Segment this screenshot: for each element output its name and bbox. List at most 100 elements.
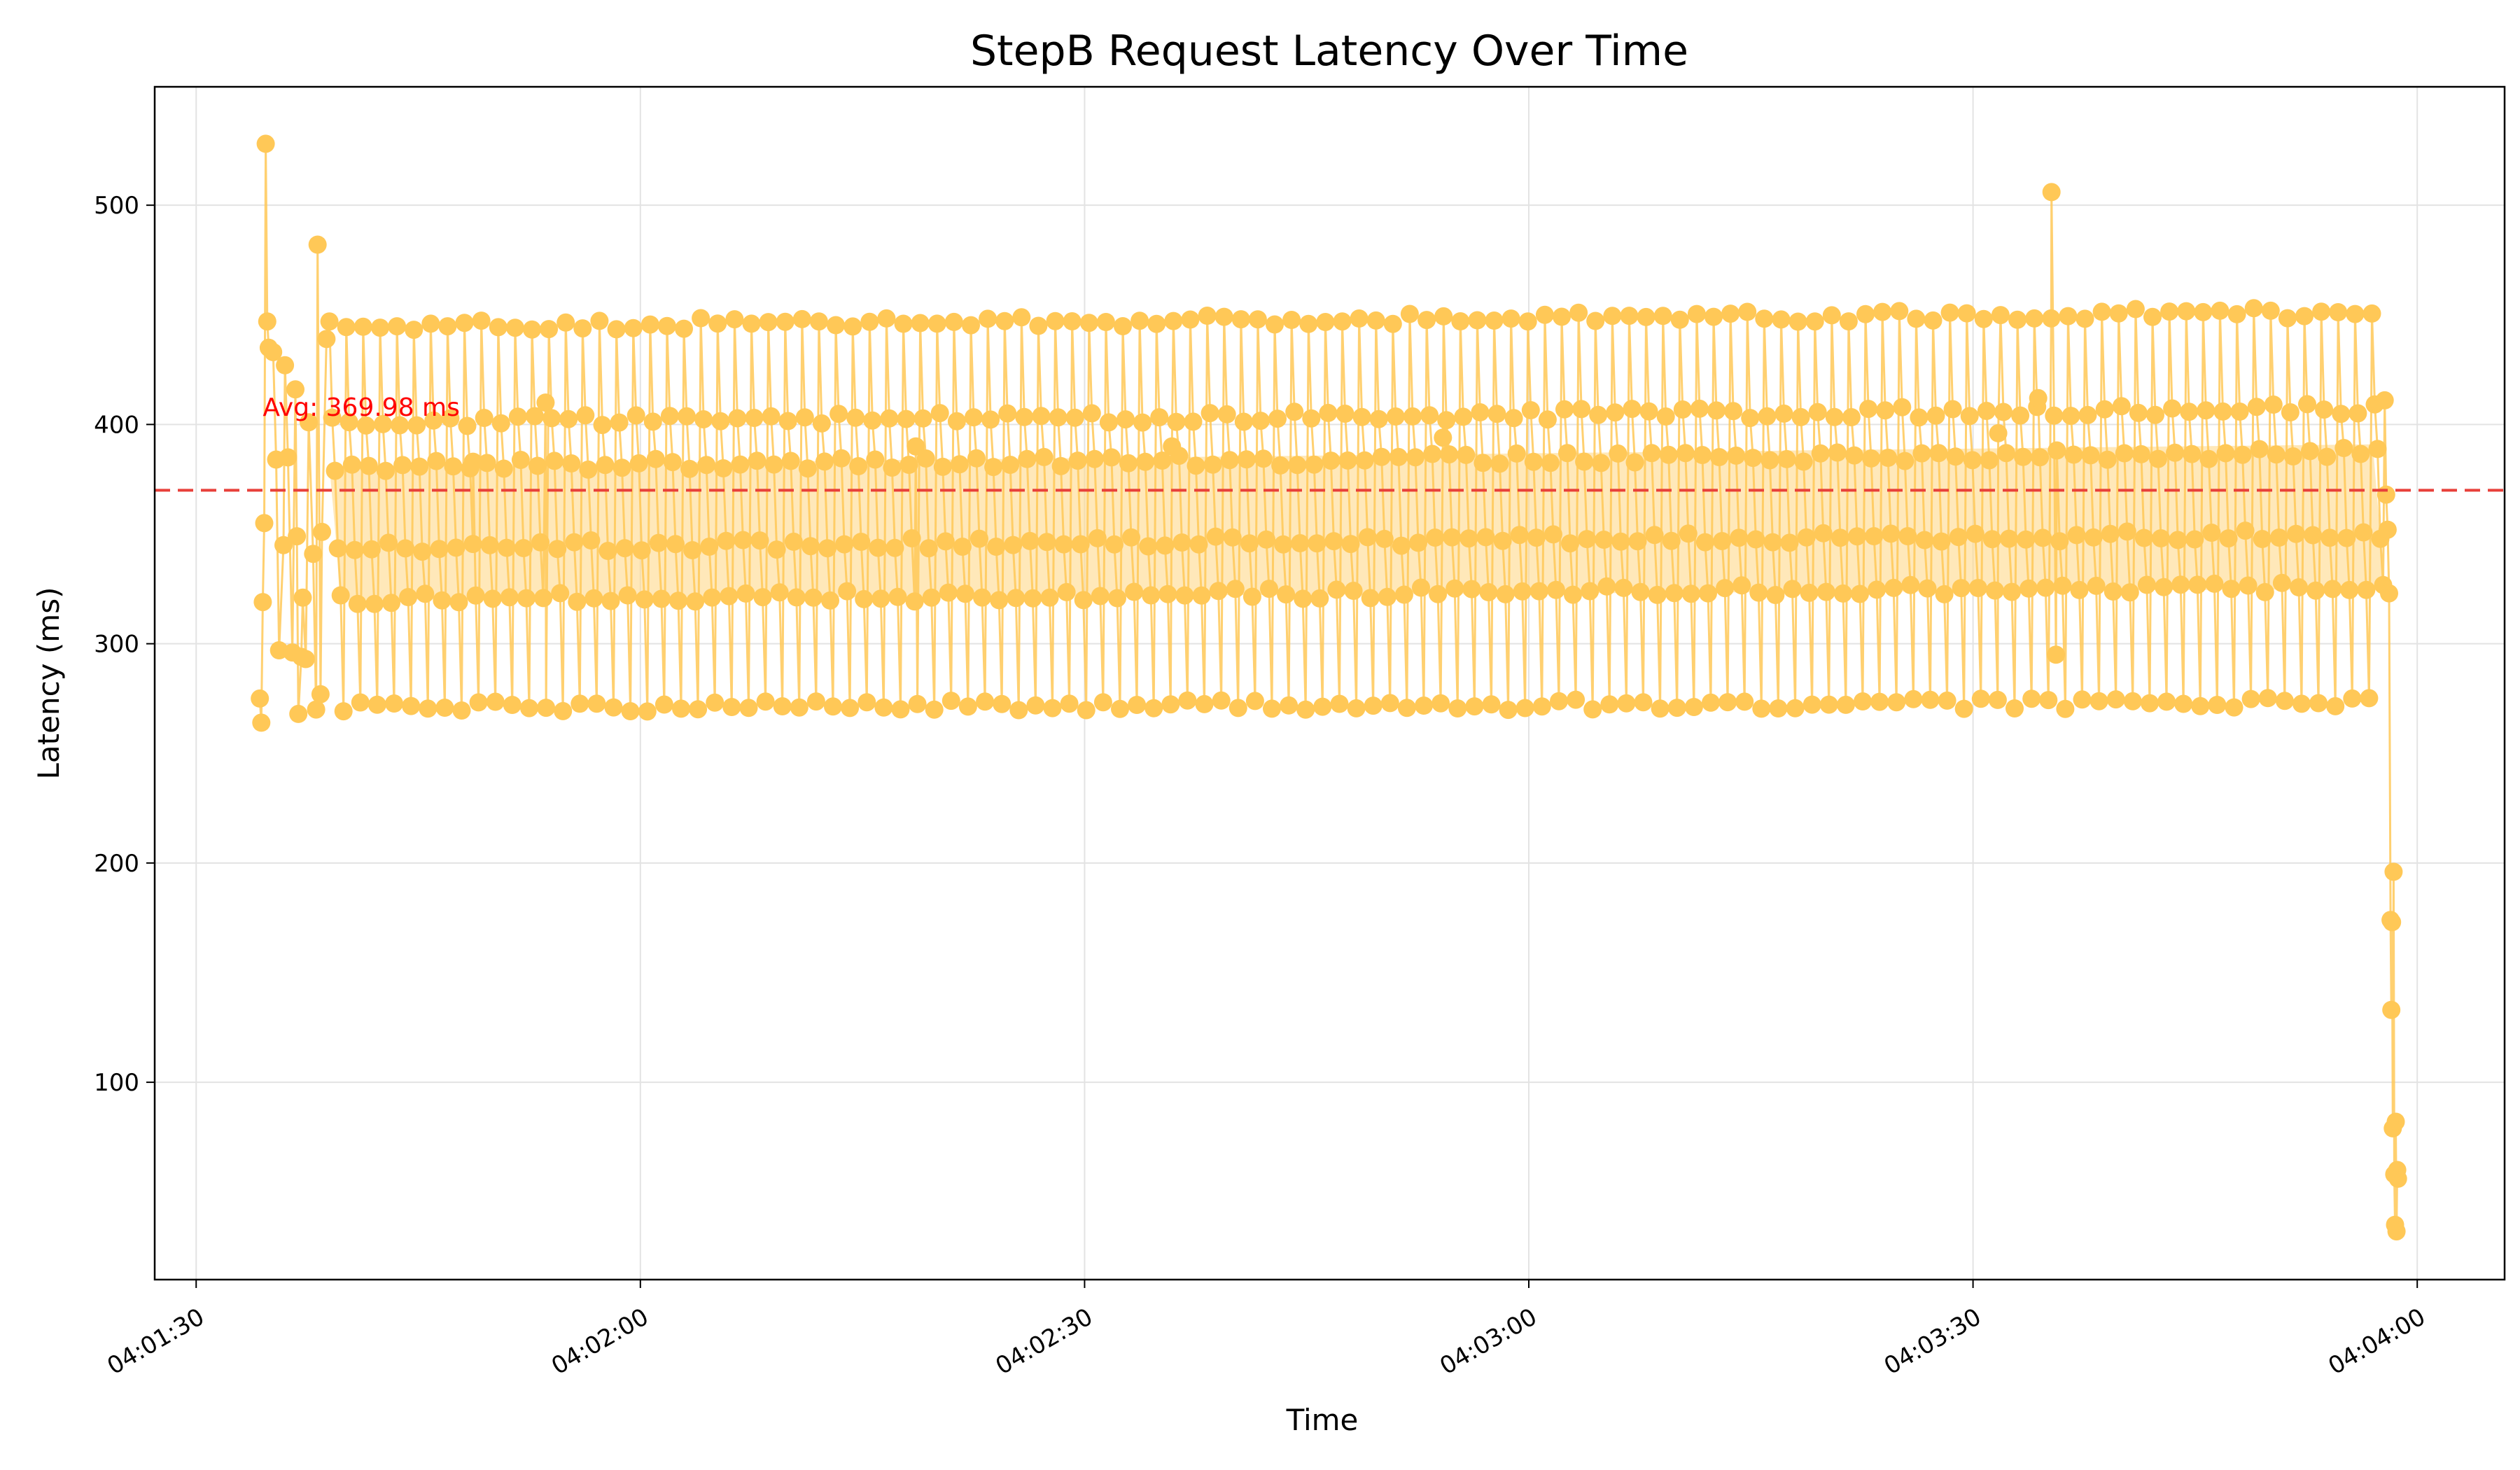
latency-point	[1758, 407, 1777, 426]
latency-point	[1985, 581, 2004, 600]
latency-point	[1637, 307, 1656, 326]
latency-point	[2301, 442, 2319, 461]
latency-point	[1704, 307, 1723, 326]
latency-point	[1350, 309, 1368, 328]
latency-point	[987, 538, 1006, 556]
latency-point	[1825, 407, 1844, 426]
latency-point	[289, 704, 308, 723]
latency-point	[1749, 583, 1768, 602]
latency-point	[517, 589, 536, 608]
latency-point	[2383, 913, 2402, 932]
latency-point	[734, 531, 752, 550]
latency-point	[2337, 528, 2356, 547]
latency-point	[2011, 406, 2030, 425]
latency-point	[348, 594, 367, 613]
latency-point	[1957, 304, 1976, 323]
latency-point	[508, 407, 527, 426]
latency-point	[1732, 576, 1751, 595]
latency-point	[1912, 444, 1931, 463]
latency-point	[1037, 533, 1056, 552]
latency-point	[1763, 533, 1782, 552]
latency-point	[469, 693, 488, 712]
latency-point	[584, 589, 603, 608]
latency-point	[1291, 534, 1310, 552]
latency-point	[1949, 528, 1968, 547]
latency-point	[1200, 404, 1219, 423]
latency-point	[1108, 589, 1126, 608]
latency-point	[1369, 410, 1388, 428]
latency-point	[2264, 396, 2283, 414]
latency-point	[1404, 407, 1422, 426]
latency-point	[1462, 580, 1481, 598]
latency-point	[582, 531, 601, 550]
latency-point	[1606, 403, 1625, 422]
latency-point	[1808, 402, 1827, 421]
latency-point	[632, 541, 651, 560]
latency-point	[1614, 578, 1633, 597]
latency-point	[1175, 586, 1194, 605]
latency-point	[590, 312, 609, 330]
latency-point	[1819, 695, 1838, 714]
latency-point	[1617, 694, 1636, 713]
latency-point	[2388, 1169, 2407, 1188]
latency-point	[778, 412, 797, 430]
latency-point	[1553, 307, 1571, 326]
latency-point	[2003, 582, 2021, 601]
latency-point	[1865, 527, 1884, 545]
latency-point	[787, 588, 806, 607]
latency-point	[643, 412, 662, 431]
latency-point	[1015, 407, 1034, 426]
latency-point	[1597, 577, 1616, 596]
latency-point	[1302, 409, 1321, 428]
latency-point	[2306, 581, 2325, 600]
latency-point	[1268, 410, 1287, 428]
latency-point	[1040, 588, 1059, 607]
latency-point	[1535, 305, 1554, 324]
latency-point	[1946, 447, 1965, 466]
latency-point	[1589, 405, 1608, 424]
latency-point	[2126, 300, 2145, 318]
latency-point	[2267, 445, 2286, 464]
latency-point	[869, 538, 888, 557]
latency-point	[1231, 310, 1250, 329]
latency-point	[2137, 575, 2156, 594]
latency-point	[2380, 584, 2398, 603]
latency-point	[1394, 585, 1413, 604]
latency-point	[1842, 408, 1861, 426]
latency-point	[1555, 400, 1574, 419]
latency-point	[2045, 406, 2064, 425]
x-axis-label: Time	[1286, 1403, 1359, 1437]
latency-point	[1915, 531, 1934, 550]
latency-point	[1760, 451, 1779, 470]
latency-point	[1409, 533, 1427, 552]
latency-point	[368, 695, 386, 714]
latency-point	[1305, 455, 1324, 474]
latency-point	[2067, 526, 2086, 545]
latency-point	[1634, 693, 1653, 712]
latency-point	[311, 685, 330, 704]
latency-point	[762, 407, 780, 426]
latency-point	[2017, 530, 2036, 549]
latency-point	[2343, 689, 2362, 708]
latency-point	[891, 700, 910, 719]
latency-point	[858, 693, 876, 712]
latency-point	[615, 539, 634, 558]
latency-point	[2059, 307, 2078, 326]
latency-point	[2171, 575, 2190, 594]
latency-point	[1299, 314, 1318, 333]
latency-point	[1814, 524, 1833, 542]
latency-point	[1099, 413, 1118, 432]
latency-point	[694, 410, 713, 428]
latency-point	[1797, 528, 1816, 547]
latency-point	[1375, 529, 1394, 548]
latency-point	[1921, 690, 1940, 709]
latency-point	[1018, 449, 1037, 468]
latency-point	[354, 317, 372, 336]
latency-point	[1581, 582, 1600, 601]
latency-point	[649, 533, 668, 552]
latency-point	[2241, 690, 2260, 708]
latency-point	[2185, 530, 2204, 549]
latency-point	[1766, 586, 1785, 604]
latency-point	[1859, 400, 1878, 419]
latency-point	[906, 437, 925, 456]
